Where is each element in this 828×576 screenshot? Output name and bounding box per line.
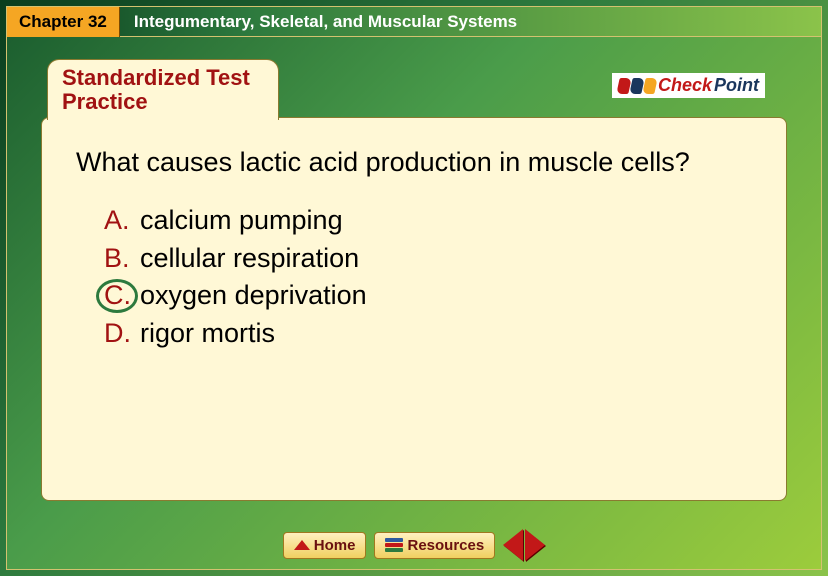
bottom-nav: Home Resources (7, 529, 821, 561)
chapter-badge: Chapter 32 (7, 7, 120, 37)
answer-text: oxygen deprivation (140, 277, 367, 315)
folder-body: What causes lactic acid production in mu… (41, 117, 787, 501)
answer-letter: C. (104, 277, 140, 315)
swoosh-1 (616, 78, 631, 94)
header-bar: Chapter 32 Integumentary, Skeletal, and … (7, 7, 821, 37)
answer-option[interactable]: A.calcium pumping (104, 202, 752, 240)
answer-letter: A. (104, 202, 140, 240)
next-arrow-icon[interactable] (525, 529, 545, 561)
answer-option[interactable]: B.cellular respiration (104, 240, 752, 278)
checkpoint-check-text: Check (658, 75, 712, 96)
resources-label: Resources (407, 537, 484, 554)
answer-text: cellular respiration (140, 240, 359, 278)
answer-text: rigor mortis (140, 315, 275, 353)
book-1 (385, 538, 403, 542)
answer-letter: D. (104, 315, 140, 353)
nav-arrows (503, 529, 545, 561)
slide-frame: Chapter 32 Integumentary, Skeletal, and … (6, 6, 822, 570)
chapter-title: Integumentary, Skeletal, and Muscular Sy… (120, 12, 517, 32)
home-button[interactable]: Home (283, 532, 367, 559)
swoosh-2 (629, 78, 644, 94)
checkpoint-point-text: Point (714, 75, 759, 96)
prev-arrow-icon[interactable] (503, 529, 523, 561)
answer-list: A.calcium pumpingB.cellular respirationC… (76, 202, 752, 353)
book-2 (385, 543, 403, 547)
checkpoint-logo: CheckPoint (612, 73, 765, 98)
answer-letter: B. (104, 240, 140, 278)
books-icon (385, 538, 403, 552)
book-3 (385, 548, 403, 552)
folder-tab-line2: Practice (62, 90, 250, 114)
folder-tab: Standardized Test Practice (47, 59, 279, 120)
home-icon (294, 540, 310, 550)
folder-tab-line1: Standardized Test (62, 66, 250, 90)
question-text: What causes lactic acid production in mu… (76, 146, 716, 180)
answer-option[interactable]: D.rigor mortis (104, 315, 752, 353)
home-label: Home (314, 537, 356, 554)
content-folder: CheckPoint Standardized Test Practice Wh… (41, 59, 787, 501)
resources-button[interactable]: Resources (374, 532, 495, 559)
swoosh-3 (642, 78, 657, 94)
answer-text: calcium pumping (140, 202, 343, 240)
checkpoint-swoosh-icon (618, 78, 656, 94)
answer-option[interactable]: C.oxygen deprivation (104, 277, 752, 315)
